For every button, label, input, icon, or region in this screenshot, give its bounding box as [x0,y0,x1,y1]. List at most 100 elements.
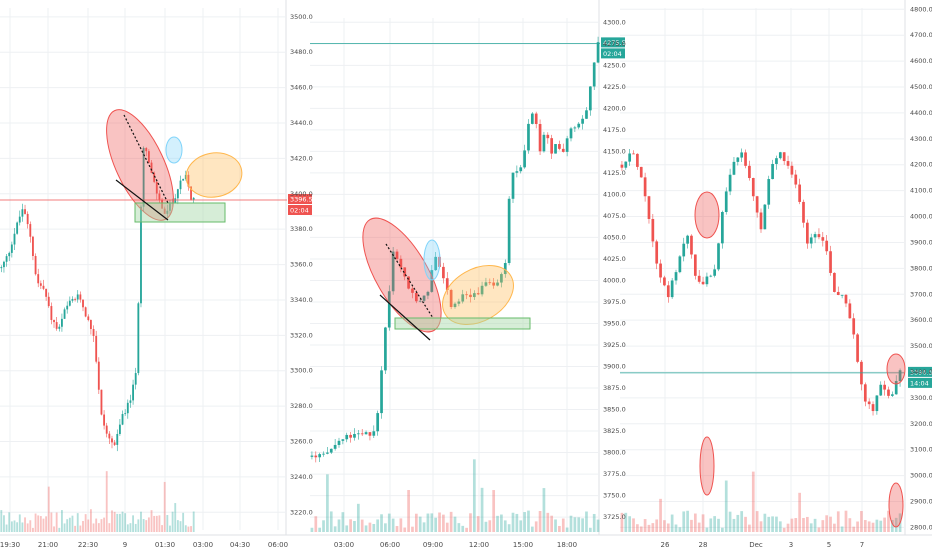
y-tick-label: 3480.0 [290,48,313,56]
volume-bar [678,527,682,532]
volume-bar [434,517,438,532]
volume-bar [527,510,530,532]
volume-bar [581,518,584,532]
candle-body [118,424,121,434]
volume-bar [565,527,569,532]
volume-bar [488,520,492,532]
volume-bar [867,521,871,532]
y-tick-label: 3925.0 [603,341,626,349]
y-tick-label: 4400.0 [910,109,932,117]
volume-bar [61,510,63,532]
volume-bar [163,481,166,532]
volume-bar [809,523,813,532]
volume-bar [732,518,736,532]
volume-bar [628,516,632,532]
candle-body [414,292,418,302]
candle-body [445,278,449,290]
candle-body [836,291,840,295]
volume-bar [550,515,554,532]
y-tick-label: 3600.0 [910,316,932,324]
candle-body [732,161,736,175]
pattern-ellipse-red [694,191,720,239]
volume-bar [63,523,66,532]
candle-body [643,177,647,197]
volume-bar [322,520,325,532]
volume-bar [530,526,534,532]
volume-bar [674,524,678,532]
volume-bar [825,515,829,532]
volume-bar [13,520,16,532]
candle-body [457,301,461,304]
volume-bar [18,514,21,532]
volume-bar [137,519,140,532]
y-tick-label: 4125.0 [603,169,626,177]
volume-bar [153,515,156,532]
volume-bar [817,527,821,532]
candle-body [426,291,430,296]
y-tick-label: 3900.0 [910,238,932,246]
volume-bar [134,523,137,532]
volume-bar [34,513,37,532]
volume-bar [561,518,565,532]
volume-bar [430,513,434,532]
candle-body [620,164,624,168]
volume-bar [755,511,759,532]
volume-bar [740,511,744,532]
volume-bar [693,513,697,532]
candle-body [368,432,372,436]
volume-bar [372,523,376,532]
candle-body [844,294,848,304]
volume-bar [883,517,886,532]
y-tick-label: 3825.0 [603,427,626,435]
candle-body [16,222,19,234]
candle-body [182,178,185,181]
volume-bar [187,526,190,532]
countdown-label: 02:04 [290,206,309,214]
volume-bar [852,526,856,532]
volume-bar [554,519,557,532]
x-tick-label: 22:30 [78,541,98,549]
volume-bar [620,512,624,532]
candle-body [476,293,480,295]
candle-body [430,270,434,292]
volume-bar [384,523,387,532]
x-tick-label: 03:00 [193,541,213,549]
candle-body [322,453,325,455]
volume-bar [569,515,573,532]
y-tick-label: 3280.0 [290,402,313,410]
candle-body [356,433,360,435]
volume-bar [111,510,113,532]
candle-body [10,244,13,253]
volume-bar [709,518,713,532]
volume-bar [171,511,174,532]
candle-body [140,206,142,304]
volume-bar [686,510,689,532]
candle-body [546,134,550,139]
volume-bar [318,527,322,532]
y-tick-label: 2800.0 [910,523,932,531]
volume-bar [821,520,825,532]
volume-bar [763,513,767,532]
candle-body [573,127,577,129]
candle-body [442,266,445,279]
y-tick-label: 3950.0 [603,319,626,327]
candle-body [150,162,153,173]
candle-body [686,235,689,244]
candle-body [624,161,628,168]
candle-body [145,147,148,152]
volume-bar [132,515,134,532]
candle-body [158,193,161,200]
volume-bar [736,514,740,532]
y-tick-label: 3800.0 [603,449,626,457]
volume-bar [445,522,449,532]
candle-body [670,280,674,298]
candle-body [176,189,179,199]
volume-bar [176,520,179,532]
candles-layer [0,36,902,463]
countdown-label: 14:04 [910,379,929,387]
candle-body [790,165,794,175]
candle-body [647,196,651,219]
volume-bar [74,525,77,532]
candle-body [472,293,476,298]
candle-body [103,414,106,426]
